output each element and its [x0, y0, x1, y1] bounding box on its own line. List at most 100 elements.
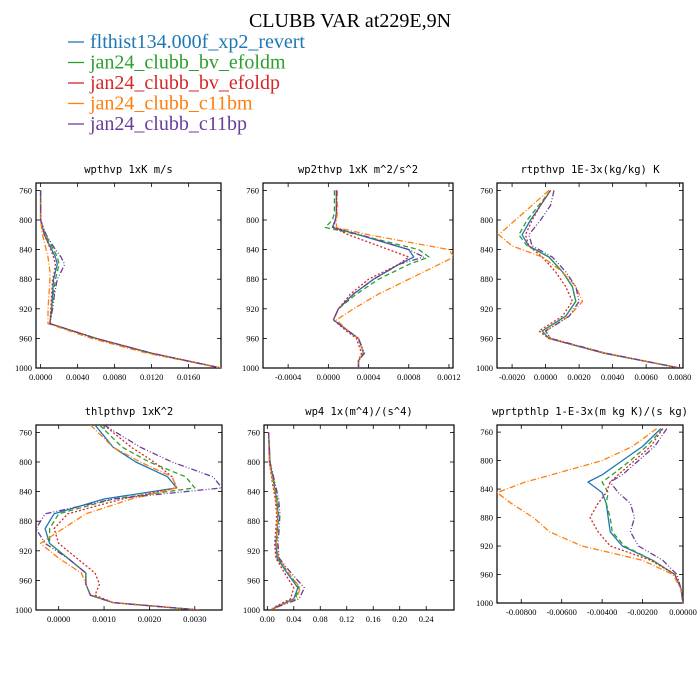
y-tick-label: 840	[480, 484, 493, 494]
legend-label: jan24_clubb_bv_efoldm	[89, 52, 286, 74]
y-tick-label: 760	[480, 185, 493, 195]
series-line	[39, 190, 221, 368]
series-line	[39, 190, 221, 368]
legend-label: jan24_clubb_c11bp	[89, 113, 247, 135]
y-tick-label: 920	[246, 304, 259, 314]
series-line	[48, 425, 200, 610]
panel-title: rtpthvp 1E-3x(kg/kg) K	[520, 164, 660, 176]
y-tick-label: 800	[247, 457, 260, 467]
series-line	[39, 190, 221, 368]
x-tick-label: 0.0000	[317, 372, 340, 382]
series-line	[609, 428, 683, 603]
panel-title: wp4 1x(m^4)/(s^4)	[305, 406, 412, 418]
plot-frame	[35, 424, 223, 611]
y-tick-label: 880	[19, 274, 32, 284]
series-line	[498, 189, 680, 368]
y-tick-label: 760	[480, 427, 493, 437]
series-line	[335, 190, 453, 368]
y-tick-label: 800	[19, 215, 32, 225]
y-tick-label: 1000	[243, 605, 260, 615]
panel: wp2thvp 1xK m^2/s^2 760 800 840 880 920 960 100…	[242, 164, 461, 382]
y-tick-label: 840	[19, 245, 32, 255]
x-tick-label: 0.0004	[357, 372, 381, 382]
series-line	[587, 428, 683, 603]
series-line	[497, 428, 683, 603]
y-tick-label: 760	[19, 185, 32, 195]
series-group	[267, 432, 306, 610]
y-tick-label: 960	[19, 575, 32, 585]
x-tick-label: 0.0080	[103, 372, 126, 382]
panel: thlpthvp 1xK^2 760 800 840 880 920 960 1000 0.00…	[15, 406, 223, 624]
y-tick-label: 800	[480, 456, 493, 466]
x-tick-label: 0.0080	[668, 372, 691, 382]
x-tick-label: 0.0000	[534, 372, 557, 382]
series-line	[267, 432, 295, 610]
x-tick-label: -0.0004	[275, 372, 302, 382]
series-line	[601, 428, 683, 603]
panels: wpthvp 1xK m/s76080084088092096010000.00…	[15, 164, 697, 624]
x-tick-label: 0.20	[392, 614, 407, 624]
series-line	[39, 425, 200, 610]
series-group	[497, 428, 683, 603]
y-tick-label: 920	[480, 304, 493, 314]
series-line	[267, 432, 306, 610]
y-tick-label: 1000	[476, 363, 493, 373]
series-line	[39, 190, 221, 368]
series-line	[36, 425, 222, 610]
y-tick-label: 880	[480, 274, 493, 284]
y-tick-label: 760	[19, 427, 32, 437]
x-tick-label: 0.0020	[138, 614, 161, 624]
series-line	[267, 432, 300, 610]
y-tick-label: 760	[247, 427, 260, 437]
legend-item: jan24_clubb_bv_efoldm	[68, 52, 286, 74]
x-tick-label: -0.00200	[627, 607, 657, 617]
panel-title: wp2thvp 1xK m^2/s^2	[298, 164, 418, 176]
x-tick-label: 0.0000	[29, 372, 52, 382]
x-tick-label: -0.00600	[546, 607, 576, 617]
y-tick-label: 960	[480, 333, 493, 343]
y-tick-label: 1000	[15, 605, 32, 615]
plot-frame	[496, 182, 684, 369]
legend-label: jan24_clubb_c11bm	[89, 93, 253, 115]
x-tick-label: -0.00800	[506, 607, 536, 617]
x-tick-label: -0.00400	[587, 607, 617, 617]
series-line	[267, 432, 302, 610]
legend-item: jan24_clubb_c11bp	[68, 113, 247, 135]
panel-title: thlpthvp 1xK^2	[85, 406, 174, 418]
y-tick-label: 920	[480, 541, 493, 551]
x-tick-label: 0.0008	[397, 372, 420, 382]
y-tick-label: 880	[480, 513, 493, 523]
series-group	[498, 189, 680, 368]
y-tick-label: 920	[247, 546, 260, 556]
legend-item: jan24_clubb_bv_efoldp	[68, 72, 280, 94]
x-tick-label: 0.0160	[177, 372, 200, 382]
legend-label: jan24_clubb_bv_efoldp	[89, 72, 280, 94]
y-tick-label: 920	[19, 546, 32, 556]
series-line	[528, 190, 680, 368]
panel: rtpthvp 1E-3x(kg/kg) K 760 800 840 880 920 960…	[476, 164, 691, 382]
y-tick-label: 960	[247, 575, 260, 585]
y-tick-label: 840	[19, 487, 32, 497]
y-tick-label: 800	[480, 215, 493, 225]
y-tick-label: 840	[246, 245, 259, 255]
x-tick-label: 0.04	[286, 614, 302, 624]
x-tick-label: 0.12	[339, 614, 354, 624]
x-tick-label: 0.0060	[634, 372, 657, 382]
x-tick-label: 0.0030	[183, 614, 206, 624]
figure-title: CLUBB VAR at229E,9N	[249, 10, 451, 32]
series-line	[589, 428, 683, 603]
y-tick-label: 960	[480, 570, 493, 580]
x-tick-label: 0.0020	[567, 372, 590, 382]
series-line	[331, 190, 415, 368]
y-tick-label: 800	[19, 457, 32, 467]
y-tick-label: 840	[247, 487, 260, 497]
x-tick-label: 0.0000	[47, 614, 70, 624]
x-tick-label: 0.16	[366, 614, 381, 624]
y-tick-label: 880	[246, 274, 259, 284]
plot-frame	[263, 424, 455, 611]
x-tick-label: 0.0040	[601, 372, 624, 382]
x-tick-label: 0.0012	[437, 372, 460, 382]
series-line	[324, 190, 430, 368]
y-tick-label: 880	[247, 516, 260, 526]
series-line	[331, 190, 425, 368]
